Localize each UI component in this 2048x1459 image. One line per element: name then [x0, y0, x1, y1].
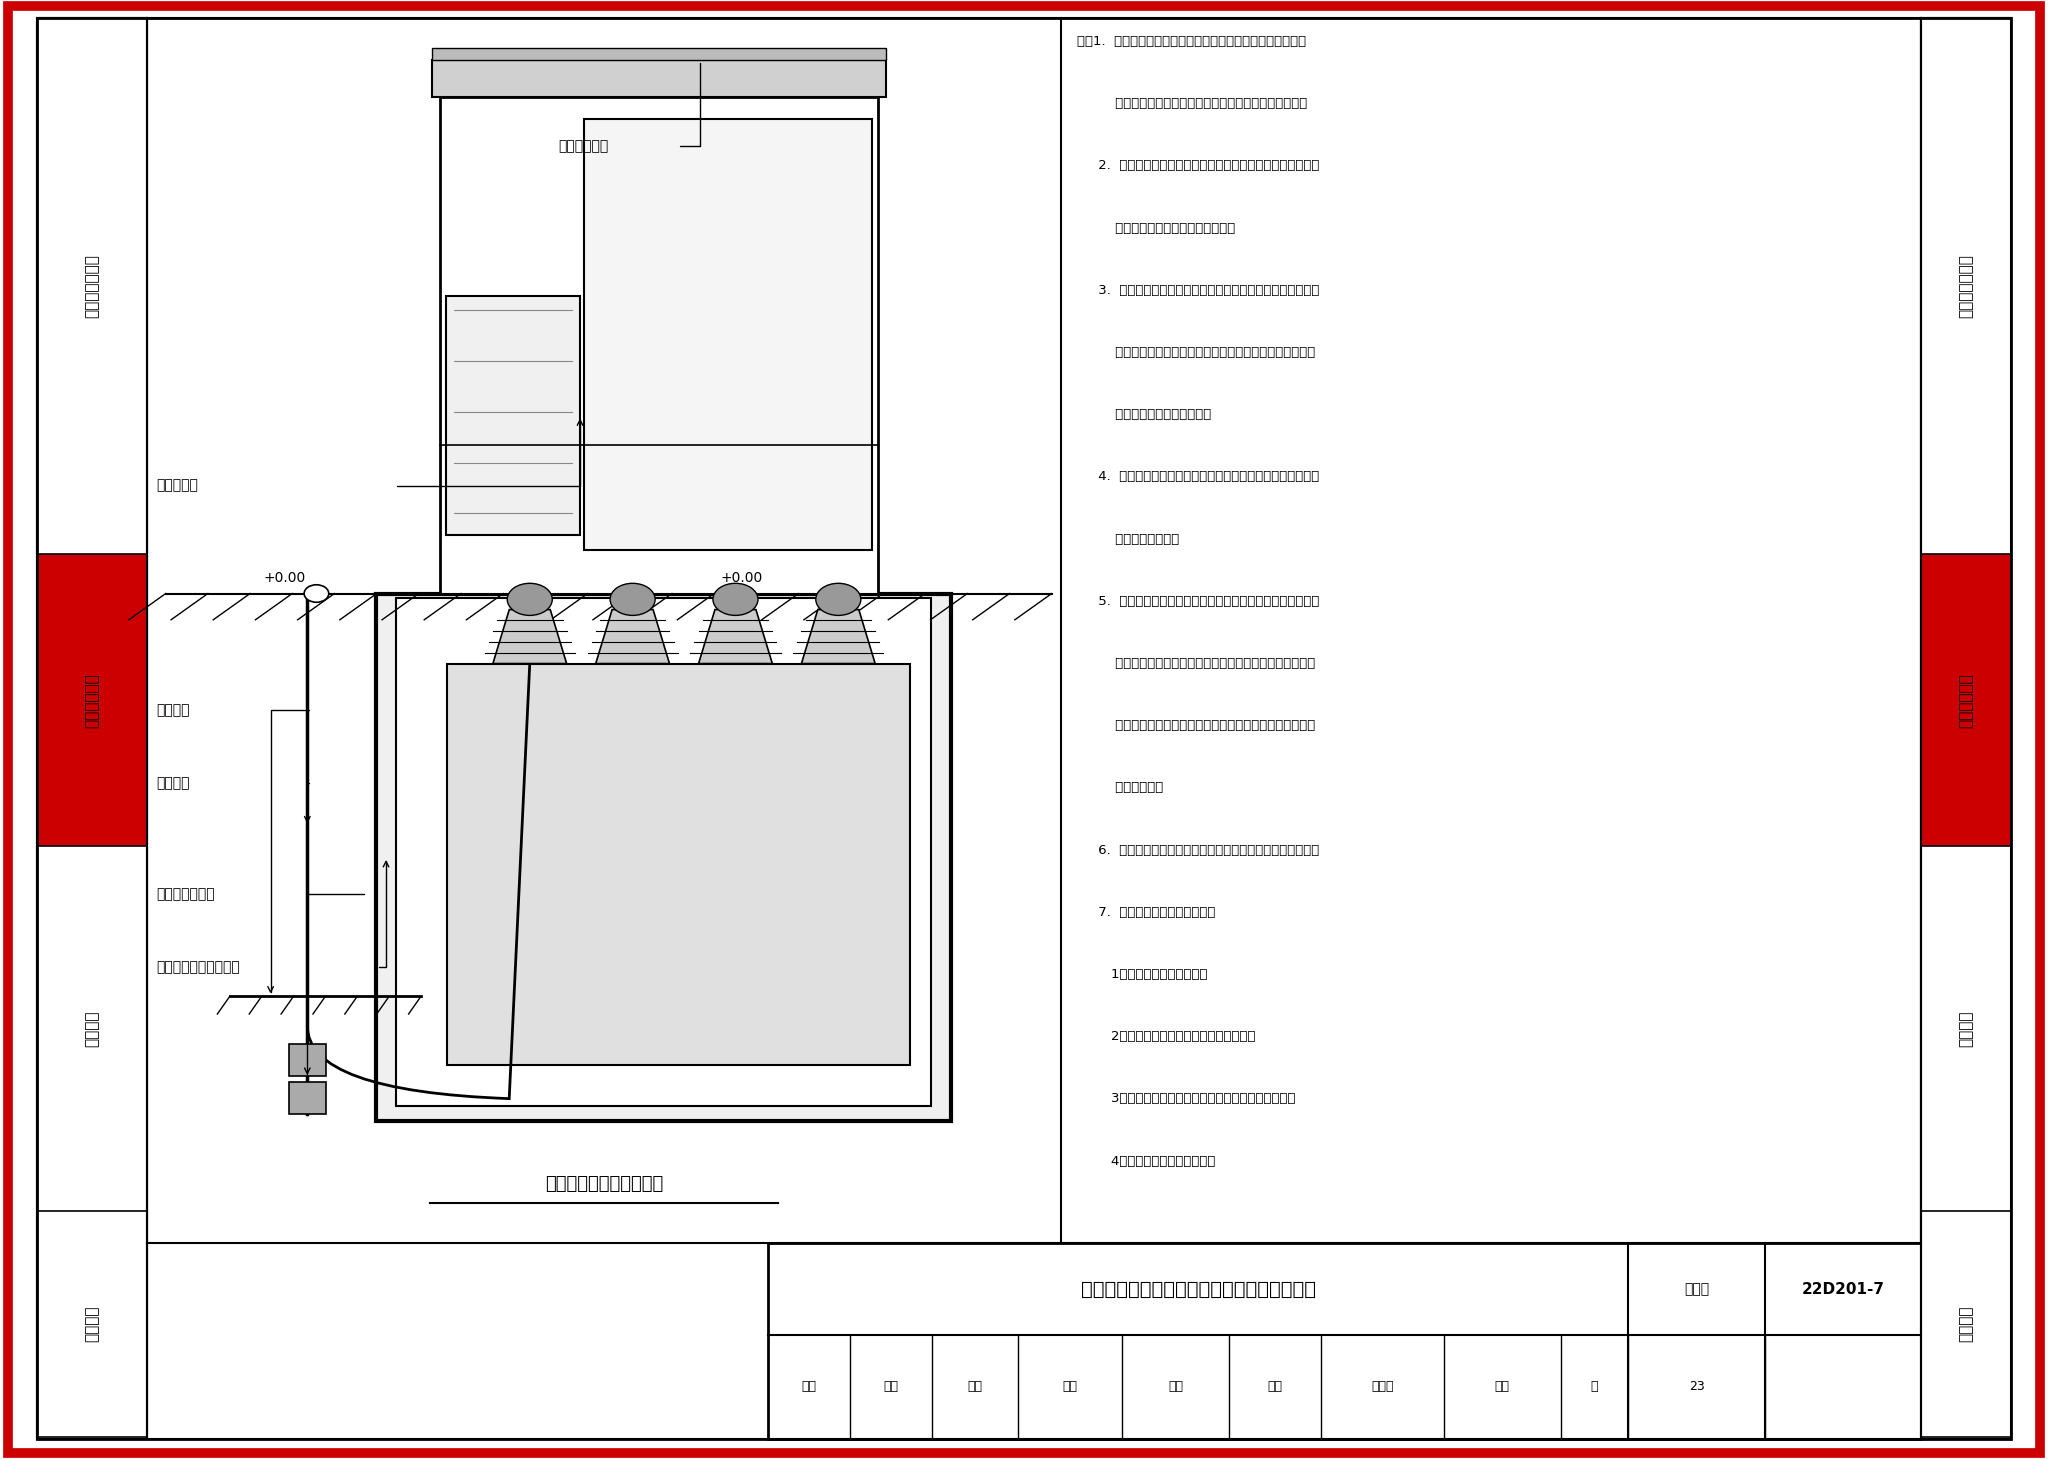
Text: 质进入预制基舱。: 质进入预制基舱。 — [1077, 533, 1180, 546]
Bar — [1921, 18, 2011, 1439]
Bar — [37, 1211, 147, 1437]
Text: 王胜禹: 王胜禹 — [1372, 1380, 1393, 1393]
Text: 在系统安装及运维过程中禁止带电的金属导体直接裸露在: 在系统安装及运维过程中禁止带电的金属导体直接裸露在 — [1077, 719, 1315, 732]
Text: 校对: 校对 — [967, 1380, 983, 1393]
Circle shape — [610, 584, 655, 616]
Bar — [289, 1045, 326, 1077]
Text: 7.  电缆连接器主要性能特点：: 7. 电缆连接器主要性能特点： — [1077, 906, 1217, 919]
Text: 预制基舱中。: 预制基舱中。 — [1077, 782, 1163, 794]
Text: 预制地面柜体: 预制地面柜体 — [559, 139, 608, 153]
Bar — [1921, 18, 2011, 1439]
Text: 2）满足地下式变压器的防护等级要求；: 2）满足地下式变压器的防护等级要求； — [1077, 1030, 1255, 1043]
Text: 4）便于用户的检修与维护。: 4）便于用户的检修与维护。 — [1077, 1154, 1217, 1167]
Text: +0.00: +0.00 — [721, 570, 762, 585]
Text: 高压电缆: 高压电缆 — [156, 776, 190, 791]
Bar — [432, 48, 887, 60]
Bar — [377, 594, 950, 1121]
Text: 5.  变压器的高压侧和低压侧电缆均通过专用的电缆连接器连: 5. 变压器的高压侧和低压侧电缆均通过专用的电缆连接器连 — [1077, 595, 1319, 608]
Text: 22D201-7: 22D201-7 — [1802, 1281, 1884, 1297]
Text: 页: 页 — [1591, 1380, 1597, 1393]
Text: 高、低压电缆安装示意图: 高、低压电缆安装示意图 — [545, 1176, 664, 1193]
Bar — [446, 296, 580, 535]
Text: 3）不同的变压器容量，可以选择不同的导体截面；: 3）不同的变压器容量，可以选择不同的导体截面； — [1077, 1093, 1296, 1106]
Text: 4.  预装式户外箱体基础穿孔上配有密封组件，防止雨水、杂: 4. 预装式户外箱体基础穿孔上配有密封组件，防止雨水、杂 — [1077, 470, 1319, 483]
Circle shape — [713, 584, 758, 616]
Text: 配套设施: 配套设施 — [84, 1306, 100, 1342]
Text: 3.  高压出线柜电缆经预装式户外箱体基础穿孔与地埋式变压: 3. 高压出线柜电缆经预装式户外箱体基础穿孔与地埋式变压 — [1077, 285, 1319, 296]
Text: 器高压侧连接，变压器的低压侧电缆经预装式户外箱体基: 器高压侧连接，变压器的低压侧电缆经预装式户外箱体基 — [1077, 346, 1315, 359]
Text: 平面图、详图: 平面图、详图 — [1958, 673, 1974, 728]
Text: 高压电缆连接器: 高压电缆连接器 — [156, 887, 215, 900]
Text: 6.  与变压器连接的高压电缆和低压电缆推荐使用单芯电缆。: 6. 与变压器连接的高压电缆和低压电缆推荐使用单芯电缆。 — [1077, 843, 1319, 856]
Text: 注：1.  电缆连接器分为高压和低压两大类，其中高压电缆连接: 注：1. 电缆连接器分为高压和低压两大类，其中高压电缆连接 — [1077, 35, 1307, 48]
Bar — [1921, 18, 2011, 554]
Bar — [289, 1083, 326, 1115]
Polygon shape — [596, 610, 670, 664]
Circle shape — [508, 584, 553, 616]
Text: 签名: 签名 — [1495, 1380, 1509, 1393]
Bar — [1921, 846, 2011, 1211]
Text: 配套设施: 配套设施 — [1958, 1306, 1974, 1342]
Text: 胡桃: 胡桃 — [1063, 1380, 1077, 1393]
Text: 设计: 设计 — [1268, 1380, 1282, 1393]
Text: 接，电缆上均带有与专用电缆连接器相适用的电缆附件，: 接，电缆上均带有与专用电缆连接器相适用的电缆附件， — [1077, 657, 1315, 670]
Bar — [37, 18, 147, 1439]
Bar — [440, 98, 879, 594]
Bar — [446, 664, 909, 1065]
Text: 陈琪: 陈琪 — [883, 1380, 899, 1393]
Text: 础穿孔与低压配电柜连接。: 础穿孔与低压配电柜连接。 — [1077, 409, 1212, 422]
Bar — [432, 60, 887, 98]
Text: 电缆抱箍: 电缆抱箍 — [156, 703, 190, 716]
Bar — [1921, 554, 2011, 846]
Text: 设计与安装要点: 设计与安装要点 — [1958, 254, 1974, 318]
Bar — [37, 554, 147, 846]
Bar — [397, 598, 930, 1106]
Bar — [1921, 1211, 2011, 1437]
Text: 高压出线柜: 高压出线柜 — [156, 479, 199, 493]
Bar — [37, 18, 147, 554]
Text: 印船: 印船 — [1167, 1380, 1184, 1393]
Text: 地下式变压器高、低压电缆安装示意图（一）: 地下式变压器高、低压电缆安装示意图（一） — [1081, 1280, 1315, 1299]
Bar — [584, 120, 872, 550]
Text: +0.00: +0.00 — [264, 570, 305, 585]
Text: 平面图、详图: 平面图、详图 — [84, 673, 100, 728]
Text: 电气系统: 电气系统 — [1958, 1010, 1974, 1048]
Circle shape — [815, 584, 860, 616]
Text: 图集号: 图集号 — [1683, 1282, 1710, 1296]
Text: 1）全密封、全绝缘结构；: 1）全密封、全绝缘结构； — [1077, 967, 1208, 980]
Bar — [37, 846, 147, 1211]
Text: 电气系统: 电气系统 — [84, 1010, 100, 1048]
Text: 预制式地下变压器基舱: 预制式地下变压器基舱 — [156, 960, 240, 975]
Text: 设计与安装要点: 设计与安装要点 — [84, 254, 100, 318]
Polygon shape — [801, 610, 874, 664]
Polygon shape — [698, 610, 772, 664]
Text: 2.  电缆进线直接由城市电网高压电缆接入至高压进线柜，高: 2. 电缆进线直接由城市电网高压电缆接入至高压进线柜，高 — [1077, 159, 1319, 172]
Circle shape — [305, 585, 330, 603]
Text: 压进线柜可采用固体柜或充气柜。: 压进线柜可采用固体柜或充气柜。 — [1077, 222, 1235, 235]
Polygon shape — [494, 610, 567, 664]
Text: 23: 23 — [1690, 1380, 1704, 1393]
Bar — [37, 18, 147, 1439]
Bar — [768, 1243, 1921, 1439]
Text: 器分内锥和外锥两种型式，具体型式由工程设计确定。: 器分内锥和外锥两种型式，具体型式由工程设计确定。 — [1077, 98, 1307, 111]
Text: 审核: 审核 — [801, 1380, 817, 1393]
